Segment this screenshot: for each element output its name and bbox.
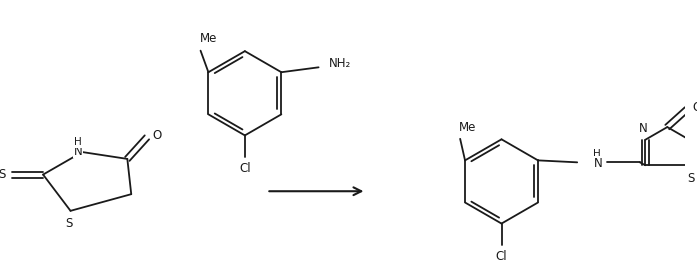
- Text: Cl: Cl: [496, 250, 507, 263]
- Text: Me: Me: [459, 121, 477, 134]
- Text: O: O: [152, 129, 161, 142]
- Text: H: H: [75, 137, 82, 147]
- Text: O: O: [692, 101, 697, 114]
- Text: S: S: [0, 168, 6, 181]
- Text: Me: Me: [200, 32, 217, 45]
- Text: S: S: [65, 217, 72, 230]
- Text: N: N: [595, 157, 603, 170]
- Text: Cl: Cl: [239, 162, 251, 175]
- Text: H: H: [593, 149, 601, 159]
- Text: N: N: [639, 121, 648, 135]
- Text: N: N: [74, 145, 83, 158]
- Text: NH₂: NH₂: [329, 57, 351, 70]
- Text: S: S: [688, 172, 695, 185]
